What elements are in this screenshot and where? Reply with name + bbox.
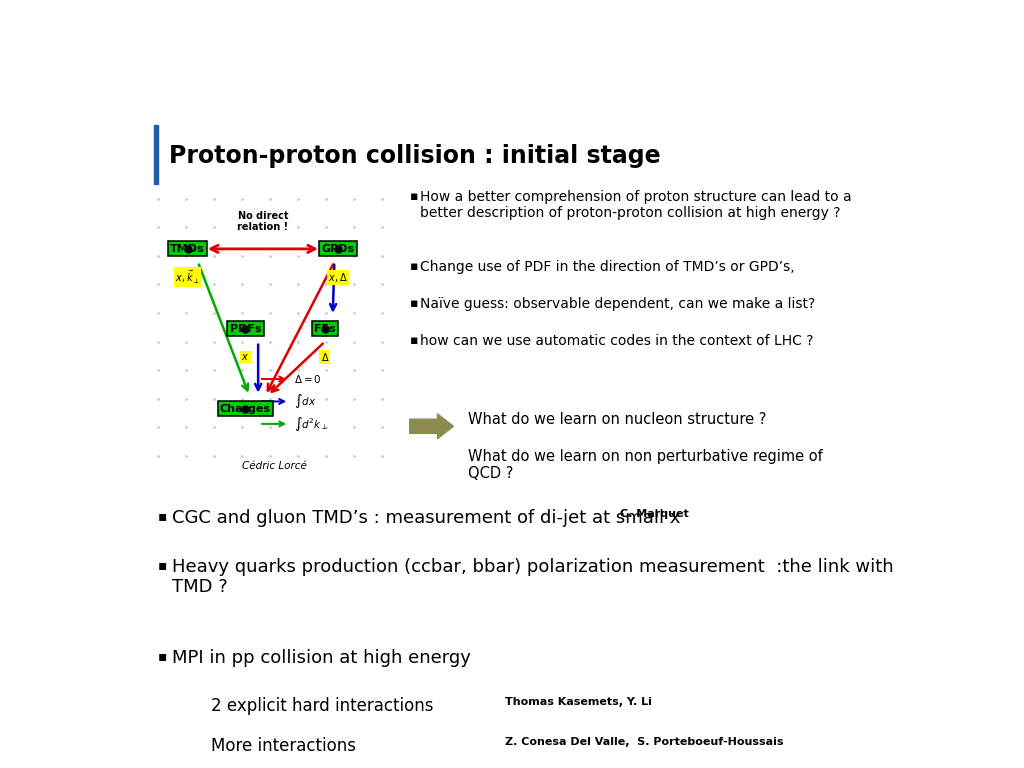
Text: $x$: $x$ bbox=[242, 352, 250, 362]
Bar bbox=[155, 124, 158, 184]
Text: How a better comprehension of proton structure can lead to a
better description : How a better comprehension of proton str… bbox=[420, 190, 852, 220]
Text: What do we learn on nucleon structure ?: What do we learn on nucleon structure ? bbox=[468, 412, 766, 427]
Text: FFs: FFs bbox=[314, 323, 336, 334]
Text: $\Delta = 0$: $\Delta = 0$ bbox=[294, 373, 322, 385]
Text: $\int d^2k_\perp$: $\int d^2k_\perp$ bbox=[294, 415, 328, 433]
Text: 2 explicit hard interactions: 2 explicit hard interactions bbox=[211, 697, 434, 715]
Text: GPDs: GPDs bbox=[322, 244, 355, 254]
Text: ▪: ▪ bbox=[410, 260, 418, 273]
Text: $x, \Delta$: $x, \Delta$ bbox=[329, 271, 348, 283]
Text: Z. Conesa Del Valle,  S. Porteboeuf-Houssais: Z. Conesa Del Valle, S. Porteboeuf-Houss… bbox=[505, 737, 783, 747]
Text: Proton-proton collision : initial stage: Proton-proton collision : initial stage bbox=[169, 144, 660, 168]
Text: MPI in pp collision at high energy: MPI in pp collision at high energy bbox=[172, 649, 470, 667]
Text: Charges: Charges bbox=[220, 403, 271, 413]
Text: Thomas Kasemets, Y. Li: Thomas Kasemets, Y. Li bbox=[505, 697, 652, 707]
Text: ▪: ▪ bbox=[410, 334, 418, 347]
Text: TMDs: TMDs bbox=[170, 244, 205, 254]
Text: C. Marquet: C. Marquet bbox=[620, 509, 689, 519]
Text: Heavy quarks production (ccbar, bbar) polarization measurement  :the link with
T: Heavy quarks production (ccbar, bbar) po… bbox=[172, 558, 893, 597]
Text: $x, \vec{k}_\perp$: $x, \vec{k}_\perp$ bbox=[175, 269, 200, 286]
Text: Change use of PDF in the direction of TMD’s or GPD’s,: Change use of PDF in the direction of TM… bbox=[420, 260, 795, 273]
Text: ▪: ▪ bbox=[158, 558, 168, 571]
Text: ▪: ▪ bbox=[410, 296, 418, 310]
Text: Naïve guess: observable dependent, can we make a list?: Naïve guess: observable dependent, can w… bbox=[420, 296, 815, 311]
Text: ▪: ▪ bbox=[410, 190, 418, 203]
Text: how can we use automatic codes in the context of LHC ?: how can we use automatic codes in the co… bbox=[420, 334, 813, 348]
Text: PDFs: PDFs bbox=[229, 323, 261, 334]
FancyArrow shape bbox=[410, 414, 454, 439]
Text: $\Delta$: $\Delta$ bbox=[321, 351, 329, 363]
Text: ▪: ▪ bbox=[158, 649, 168, 663]
Text: CGC and gluon TMD’s : measurement of di-jet at small x: CGC and gluon TMD’s : measurement of di-… bbox=[172, 509, 680, 527]
Text: Cédric Lorcé: Cédric Lorcé bbox=[243, 461, 307, 471]
Text: What do we learn on non perturbative regime of
QCD ?: What do we learn on non perturbative reg… bbox=[468, 449, 822, 481]
Text: ▪: ▪ bbox=[158, 509, 168, 523]
Text: No direct
relation !: No direct relation ! bbox=[238, 210, 289, 232]
Text: $\int dx$: $\int dx$ bbox=[294, 392, 316, 410]
Text: More interactions: More interactions bbox=[211, 737, 356, 756]
